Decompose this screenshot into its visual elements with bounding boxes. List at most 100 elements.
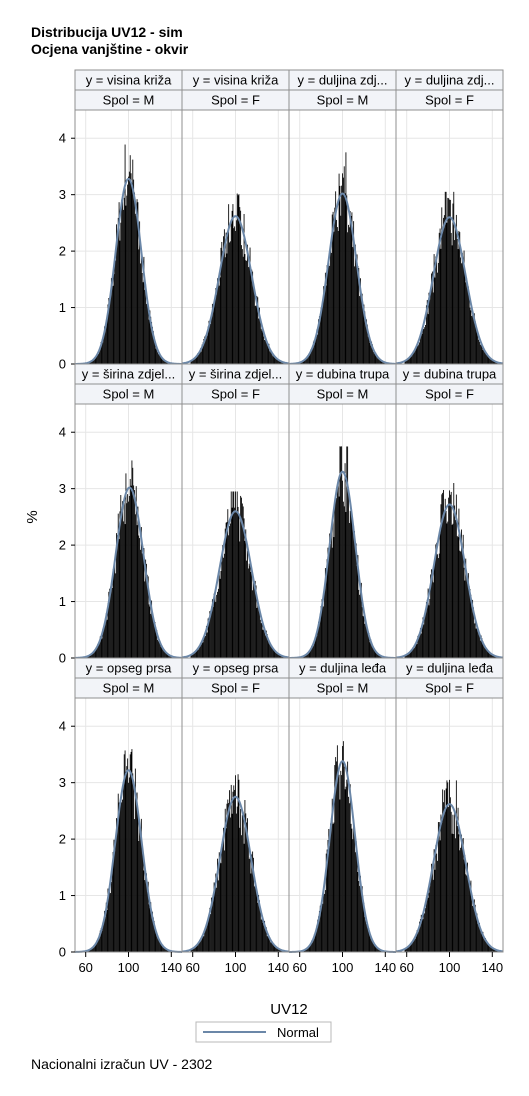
histogram-bar [269,937,271,952]
histogram-bar [225,522,227,658]
panel: y = širina zdjel... Spol = F [181,363,290,659]
histogram-bar [190,949,192,952]
histogram-bar [129,478,131,658]
histogram-bar [425,908,426,952]
histogram-bar [207,918,209,952]
histogram-bar [268,343,270,364]
histogram-bar [147,881,149,952]
histogram-bar [235,813,237,952]
normal-curve [74,486,183,659]
histogram-bar [467,286,469,364]
histogram-bar [453,191,455,364]
legend: Normal [195,1021,332,1043]
histogram-bar [222,840,224,952]
histogram-bar [96,648,98,658]
histogram-bar [267,933,269,952]
histogram-bar [126,766,128,952]
y-tick-label: 3 [59,775,66,790]
histogram-bar [207,326,209,364]
histogram-bar [372,646,373,658]
histogram-bar [117,513,119,658]
histogram-bar [416,345,418,364]
histogram-bar [112,569,114,658]
histogram-bar [412,942,414,952]
histogram-bar [383,361,385,364]
histogram-bar [303,359,305,364]
histogram-bar [324,568,326,658]
histogram-bar [113,274,115,364]
histogram-bar [140,263,141,364]
histogram-bar [104,324,106,364]
histogram-bar [344,789,346,952]
histogram-bar [154,622,156,658]
histogram-bar [121,199,123,364]
histogram-bar [466,875,468,952]
histogram-bar [151,600,153,658]
histogram-bar [112,851,114,952]
histogram-bar [120,495,122,658]
histogram-bar [279,360,281,364]
histogram-bar [325,285,327,364]
legend-label: Normal [277,1025,319,1040]
histogram-bar [372,648,374,658]
histogram-bar [92,652,94,658]
histogram-bar [488,944,490,952]
histogram-bar [406,359,408,364]
histogram-bar [254,305,256,364]
histogram-bar [357,871,359,952]
histogram-bar [465,874,467,952]
histogram-bar [273,650,275,658]
histogram-bar [216,294,218,364]
histogram-bar [484,939,486,952]
histogram-bar [469,307,471,364]
histogram-bar [485,940,487,952]
histogram-bar [352,522,354,658]
panel: y = širina zdjel... Spol = M [74,363,183,659]
histogram-bar [359,594,361,658]
histogram-bar [212,896,214,952]
histogram-bar [438,232,440,364]
histogram-bar [378,654,379,658]
histogram-bar [494,656,496,658]
histogram-bar [459,232,461,364]
histogram-bar [161,647,163,658]
histogram-bar [242,811,244,952]
histogram-bar [92,947,94,952]
histogram-bar [258,604,260,658]
histogram-bar [232,491,234,658]
histogram-bar [202,342,204,364]
histogram-bar [157,352,159,364]
histogram-bar [194,357,196,364]
histogram-bar [473,313,474,364]
histogram-bar [355,543,357,658]
histogram-bar [485,647,486,658]
histogram-bar [111,867,113,952]
histogram-bar [334,765,336,952]
histogram-bar [413,351,414,364]
histogram-bar [366,927,368,952]
histogram-bar [149,310,151,364]
histogram-bar [426,895,428,952]
footnote: Nacionalni izračun UV - 2302 [31,1056,213,1072]
histogram-bar [447,521,449,658]
histogram-bar [216,594,218,658]
histogram-bar [224,257,226,364]
histogram-bar [455,780,457,952]
histogram-bar [415,644,417,658]
histogram-bar [221,241,223,364]
histogram-bar [140,527,142,658]
histogram-bar [247,267,249,364]
histogram-bar [309,649,311,658]
histogram-bar [317,630,319,658]
histogram-bar [376,947,378,952]
histogram-bar [252,590,254,658]
normal-curve [181,215,290,365]
histogram-bar [331,547,333,658]
panel-header-spol-label: Spol = F [425,387,474,402]
histogram-bar [135,486,137,658]
histogram-bar [481,931,483,952]
histogram-bar [364,916,366,952]
histogram-bar [96,940,98,952]
histogram-bar [206,632,208,658]
